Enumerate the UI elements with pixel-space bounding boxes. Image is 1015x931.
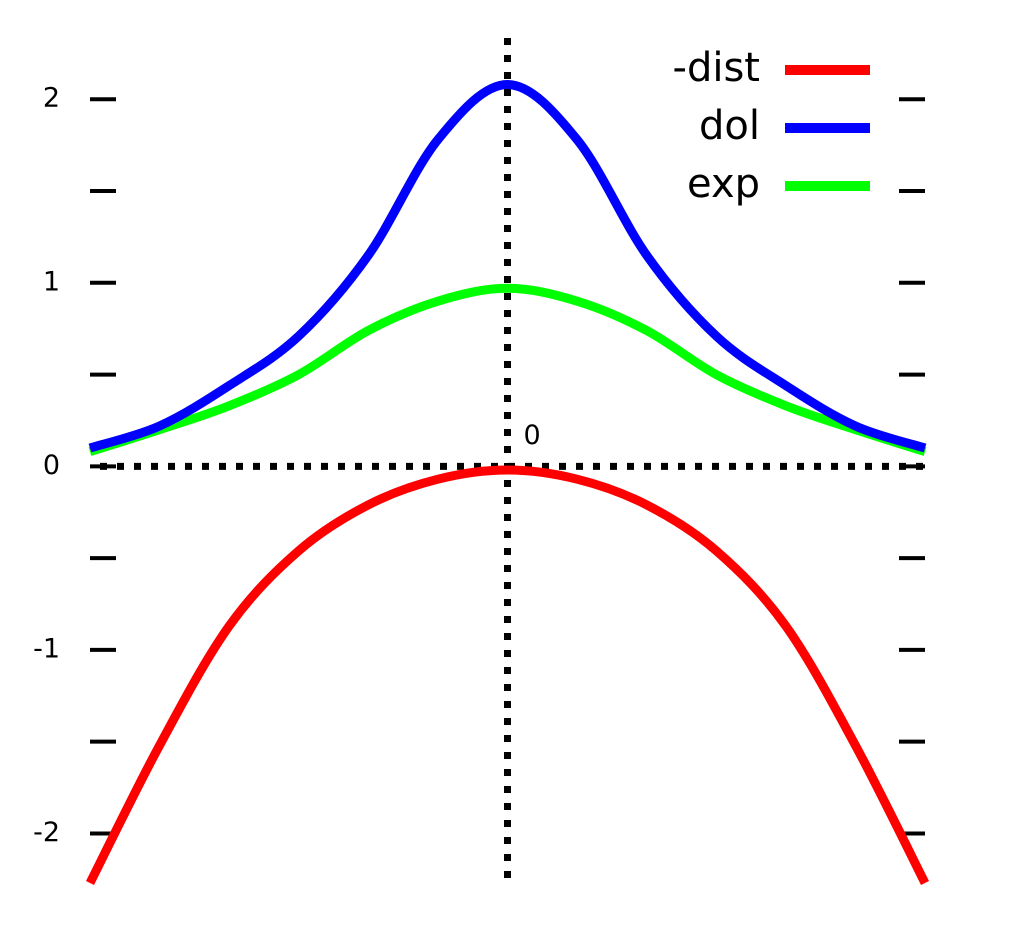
series-line <box>88 283 927 456</box>
series-line <box>85 465 930 886</box>
legend-label: -dist <box>673 45 760 91</box>
x-tick-label: 0 <box>524 420 541 451</box>
legend-label: exp <box>687 161 760 207</box>
y-tick-label: -1 <box>33 633 60 664</box>
series-line <box>88 80 927 453</box>
y-tick-label: 1 <box>43 266 60 297</box>
legend-label: dol <box>699 103 760 149</box>
y-tick-label: -2 <box>33 817 60 848</box>
y-tick-label: 0 <box>43 450 60 481</box>
y-tick-label: 2 <box>43 83 60 114</box>
